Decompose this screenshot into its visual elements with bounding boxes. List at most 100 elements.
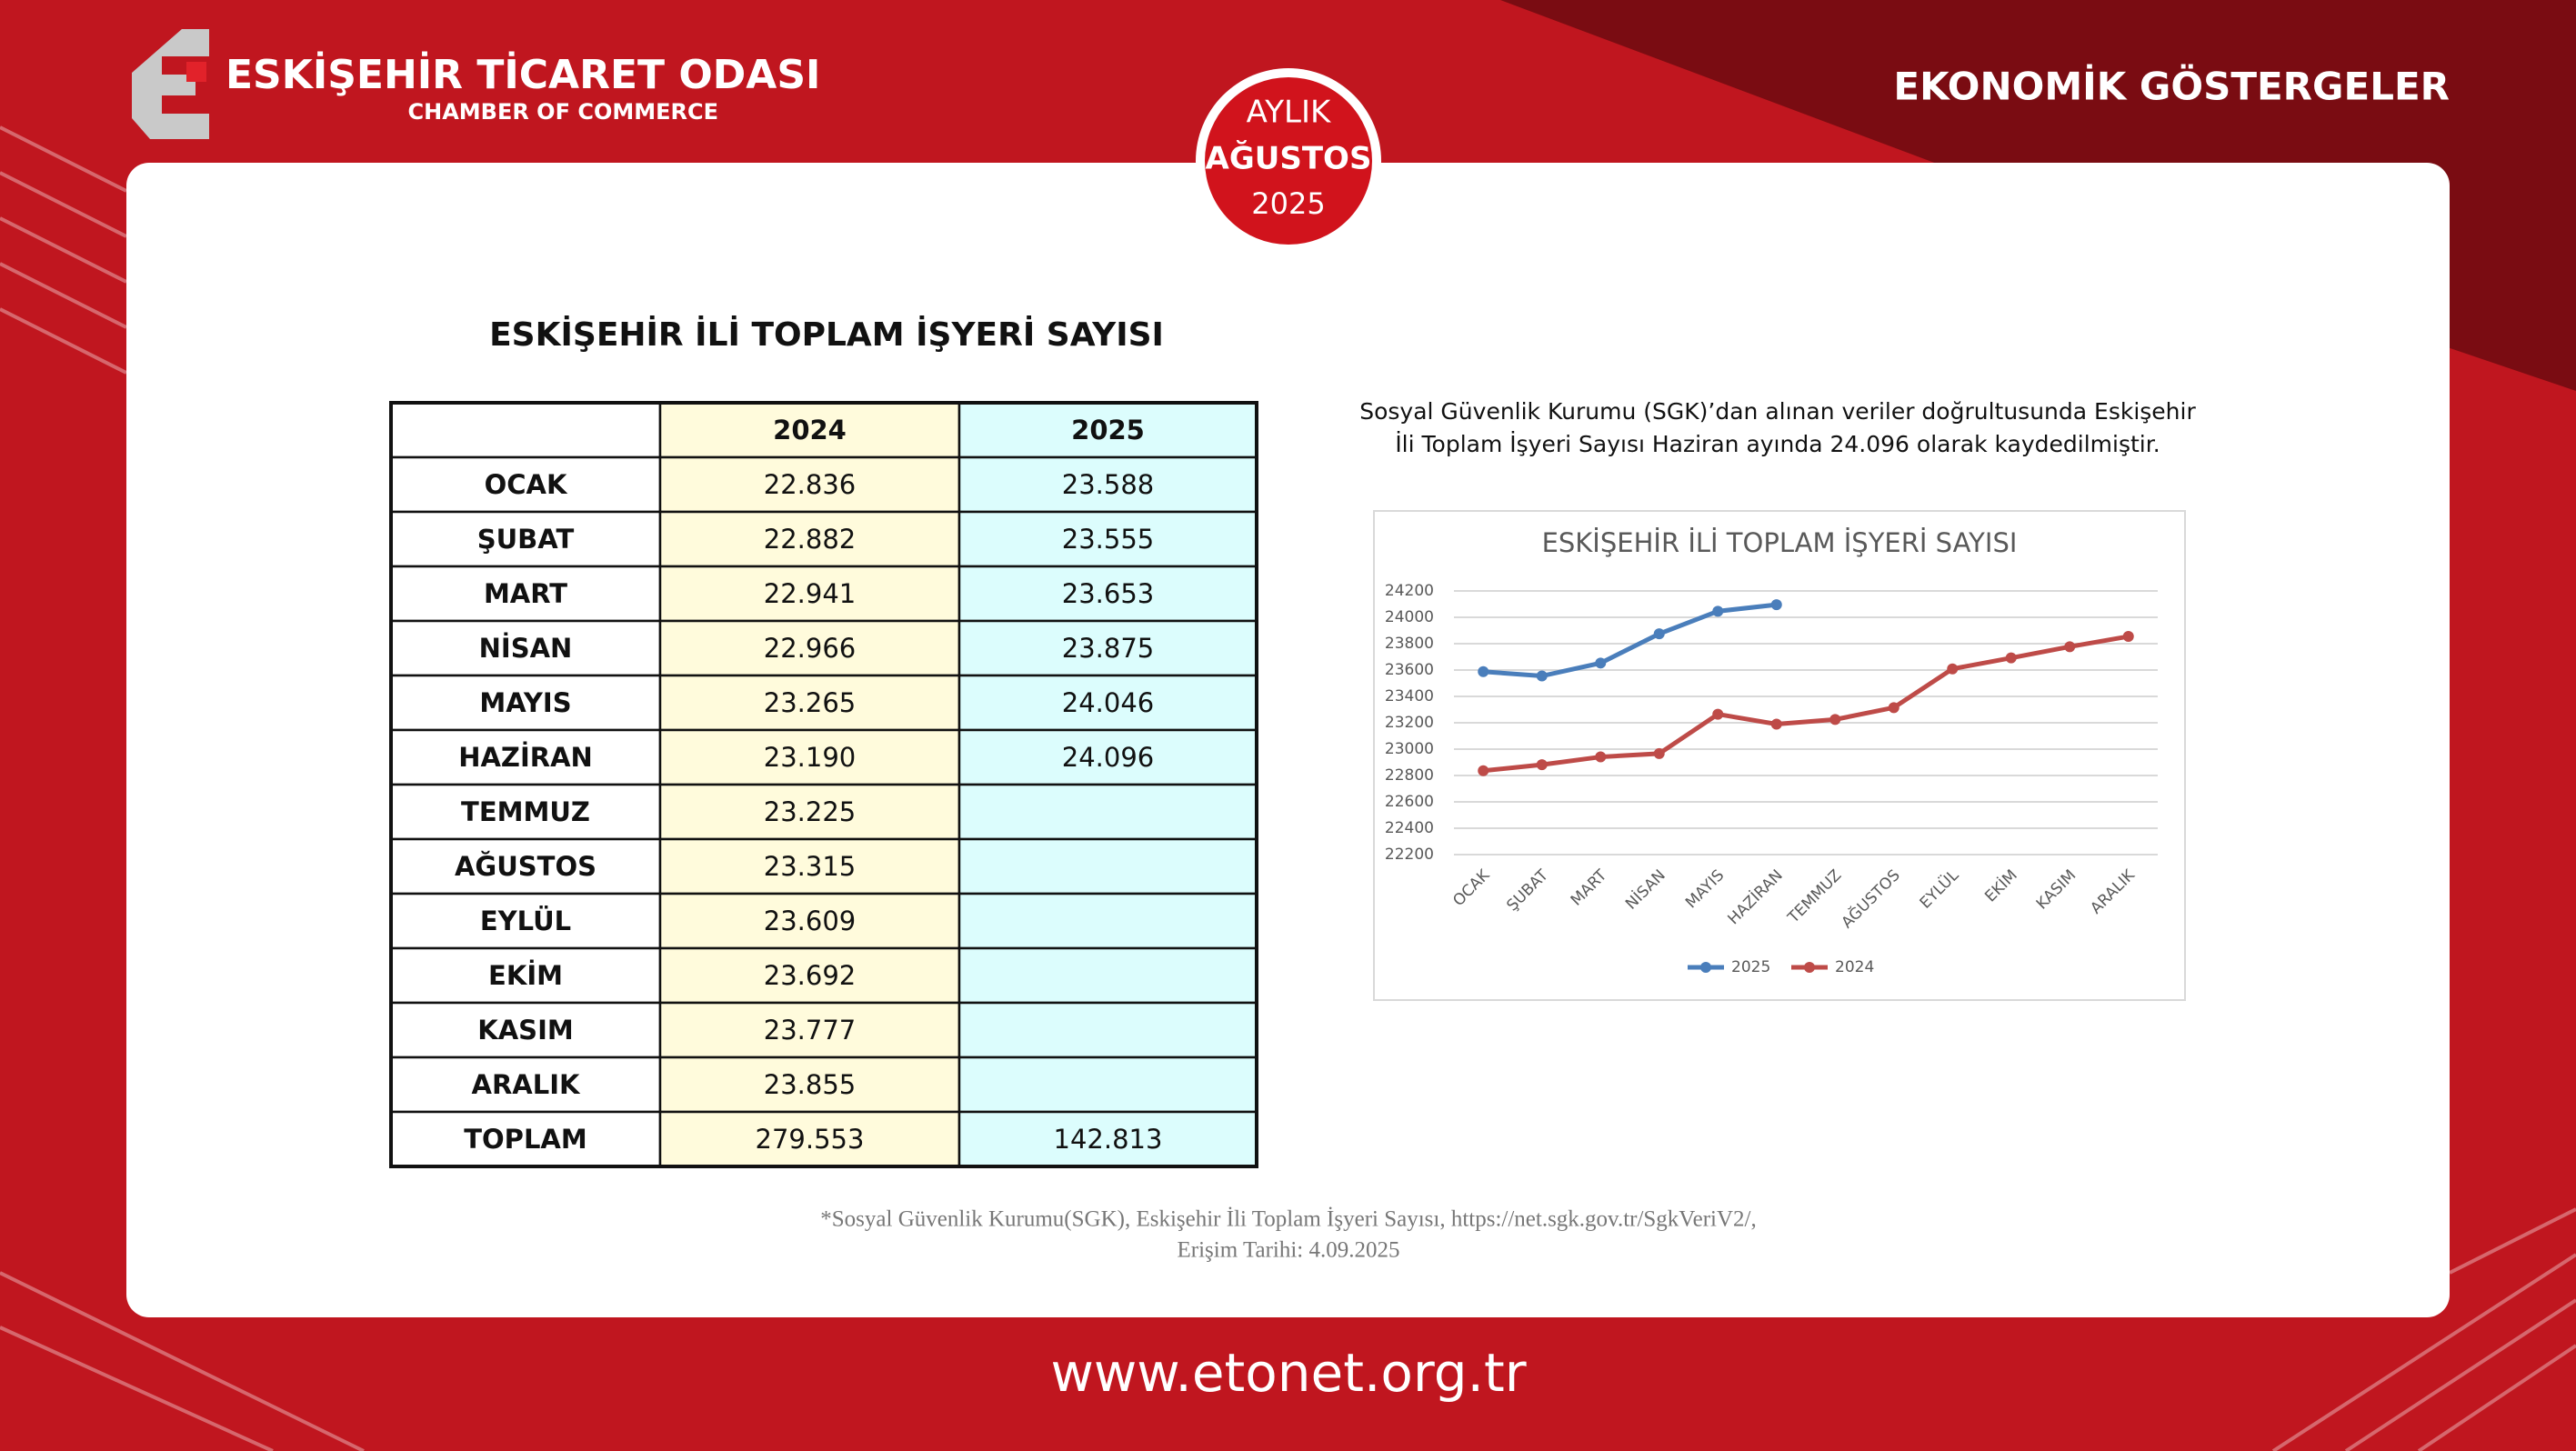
table-value: 23.315 — [764, 851, 856, 882]
table-cell — [957, 1056, 1258, 1114]
legend-marker — [1804, 962, 1815, 973]
table-cell — [389, 619, 662, 677]
y-tick-label: 24200 — [1385, 582, 1434, 600]
row-label: ŞUBAT — [477, 524, 575, 555]
table-cell — [957, 674, 1258, 732]
badge-year: 2025 — [1251, 186, 1325, 221]
logo — [132, 29, 209, 139]
table-value: 24.096 — [1062, 742, 1154, 773]
table-cell — [658, 837, 961, 896]
table-value: 24.046 — [1062, 687, 1154, 718]
badge — [1205, 77, 1372, 245]
table-cell — [658, 1110, 961, 1168]
table-value: 23.692 — [764, 960, 856, 991]
table-cell — [658, 455, 961, 514]
table-value: 279.553 — [756, 1124, 865, 1155]
column-header: 2024 — [773, 415, 847, 445]
table-cell — [957, 783, 1258, 841]
data-point — [1478, 765, 1489, 776]
table-cell — [658, 401, 961, 459]
data-point — [1653, 628, 1665, 640]
table-cell — [957, 946, 1258, 1005]
table-value: 23.777 — [764, 1015, 856, 1046]
y-tick-label: 23400 — [1385, 687, 1434, 705]
row-label: TOPLAM — [464, 1124, 586, 1155]
row-label: EYLÜL — [480, 906, 571, 936]
table-cell — [957, 565, 1258, 623]
table-value: 23.555 — [1062, 524, 1154, 555]
y-tick-label: 23600 — [1385, 661, 1434, 679]
table-border — [389, 401, 1258, 1168]
row-label: ARALIK — [472, 1069, 581, 1100]
table-cell — [389, 728, 662, 786]
data-point — [1595, 751, 1607, 763]
table-cell — [658, 565, 961, 623]
table-value: 23.875 — [1062, 633, 1154, 664]
legend-marker — [1700, 962, 1711, 973]
table-cell — [389, 892, 662, 950]
data-point — [1712, 605, 1724, 617]
data-point — [2005, 652, 2017, 664]
row-label: MAYIS — [479, 687, 571, 718]
row-label: KASIM — [477, 1015, 573, 1046]
description-line: Sosyal Güvenlik Kurumu (SGK)’dan alınan … — [1359, 398, 2196, 425]
table-value: 22.836 — [764, 469, 856, 500]
table-value: 23.190 — [764, 742, 856, 773]
legend-label: 2025 — [1731, 958, 1770, 976]
footnote: *Sosyal Güvenlik Kurumu(SGK), Eskişehir … — [820, 1207, 1756, 1232]
table-value: 22.882 — [764, 524, 856, 555]
y-tick-label: 23800 — [1385, 635, 1434, 653]
table-cell — [658, 1001, 961, 1059]
table-value: 23.588 — [1062, 469, 1154, 500]
table-cell — [957, 1110, 1258, 1168]
column-header: 2025 — [1071, 415, 1145, 445]
chart-frame — [1373, 510, 2186, 1001]
badge-month: AĞUSTOS — [1206, 140, 1372, 177]
data-point — [1536, 670, 1548, 682]
table-cell — [389, 510, 662, 568]
footnote: Erişim Tarihi: 4.09.2025 — [1178, 1238, 1400, 1263]
row-label: MART — [484, 578, 567, 609]
table-value: 23.609 — [764, 906, 856, 936]
row-label: HAZİRAN — [458, 742, 593, 773]
website[interactable]: www.etonet.org.tr — [1050, 1342, 1526, 1404]
series-line — [1483, 602, 1778, 679]
data-point — [1478, 665, 1489, 677]
table-title: ESKİŞEHİR İLİ TOPLAM İŞYERİ SAYISI — [489, 315, 1164, 354]
y-tick-label: 23200 — [1385, 714, 1434, 732]
table-value: 22.966 — [764, 633, 856, 664]
table-cell — [957, 837, 1258, 896]
data-point — [1770, 718, 1782, 730]
table-cell — [658, 892, 961, 950]
y-tick-label: 23000 — [1385, 740, 1434, 758]
data-point — [1595, 657, 1607, 669]
table-cell — [389, 946, 662, 1005]
table-cell — [658, 510, 961, 568]
y-tick-label: 24000 — [1385, 608, 1434, 626]
table-cell — [957, 401, 1258, 459]
table-cell — [389, 565, 662, 623]
table-value: 142.813 — [1054, 1124, 1163, 1155]
series-line — [1482, 634, 2130, 774]
data-point — [2064, 641, 2076, 653]
data-point — [1829, 714, 1841, 726]
table-cell — [658, 783, 961, 841]
data-point — [1712, 708, 1724, 720]
row-label: AĞUSTOS — [455, 851, 596, 882]
data-point — [1770, 599, 1782, 611]
data-point — [1888, 702, 1899, 714]
chart-title: ESKİŞEHİR İLİ TOPLAM İŞYERİ SAYISI — [1542, 527, 2018, 558]
org-subtitle: CHAMBER OF COMMERCE — [408, 99, 719, 125]
data-point — [2122, 631, 2134, 643]
table-value: 23.225 — [764, 796, 856, 827]
data-point — [1536, 759, 1548, 771]
section-title: EKONOMİK GÖSTERGELER — [1893, 64, 2450, 109]
decor-stripes — [0, 125, 2576, 1451]
table-cell — [957, 892, 1258, 950]
y-tick-label: 22400 — [1385, 819, 1434, 837]
table-cell — [389, 783, 662, 841]
row-label: OCAK — [485, 469, 568, 500]
badge-period: AYLIK — [1247, 95, 1332, 131]
y-tick-label: 22200 — [1385, 846, 1434, 864]
